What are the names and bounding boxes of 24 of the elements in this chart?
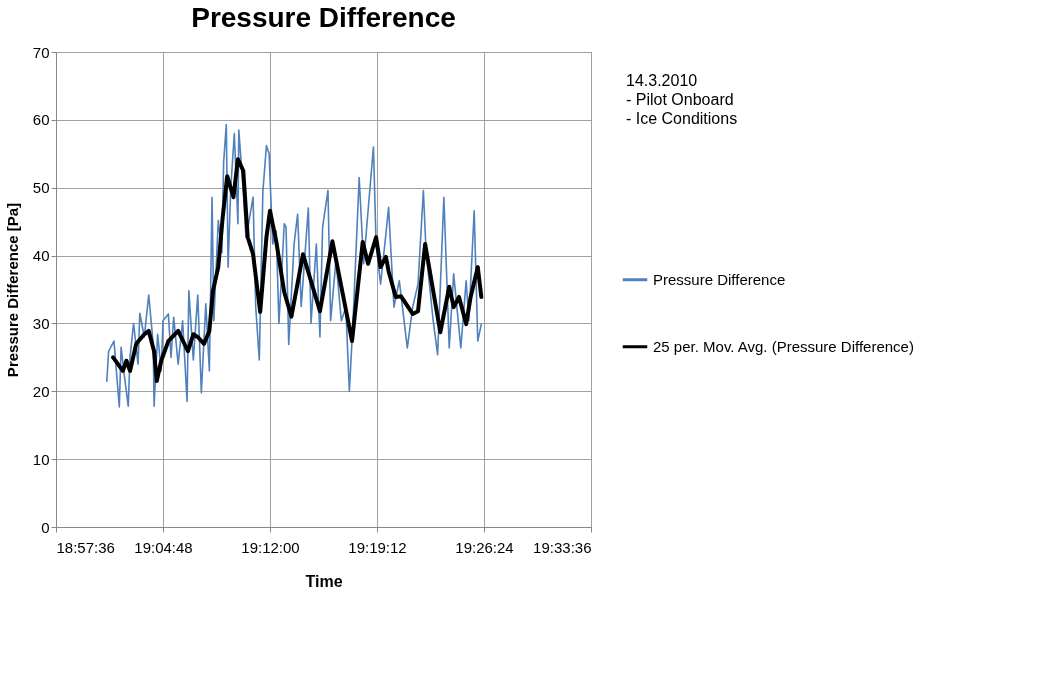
x-tick-label: 19:33:36	[533, 538, 592, 556]
y-tick-label: 50	[32, 179, 50, 197]
chart-title: Pressure Difference	[191, 2, 456, 33]
x-tick-label: 18:57:36	[56, 538, 115, 556]
y-tick-label: 40	[32, 247, 50, 265]
legend-label: Pressure Difference	[653, 270, 786, 288]
x-tick-label: 19:26:24	[455, 538, 514, 556]
line-series	[111, 157, 484, 384]
y-tick-label: 60	[32, 111, 50, 129]
y-tick-label: 70	[32, 43, 50, 61]
text: - Ice Conditions	[626, 109, 738, 127]
x-tick-label: 19:19:12	[348, 538, 407, 556]
y-axis-title: Pressure Difference [Pa]	[3, 202, 21, 378]
x-tick-label: 19:12:00	[241, 538, 300, 556]
y-tick-label: 0	[41, 518, 50, 536]
y-tick-label: 20	[32, 382, 50, 400]
text: 14.3.2010	[626, 72, 698, 90]
x-axis-title: Time	[305, 572, 343, 590]
text: - Pilot Onboard	[626, 91, 734, 108]
legend-label: 25 per. Mov. Avg. (Pressure Difference)	[653, 337, 914, 355]
line-series	[106, 123, 483, 408]
x-tick-label: 19:04:48	[134, 538, 193, 556]
y-tick-label: 10	[32, 450, 50, 468]
y-tick-label: 30	[32, 314, 50, 332]
